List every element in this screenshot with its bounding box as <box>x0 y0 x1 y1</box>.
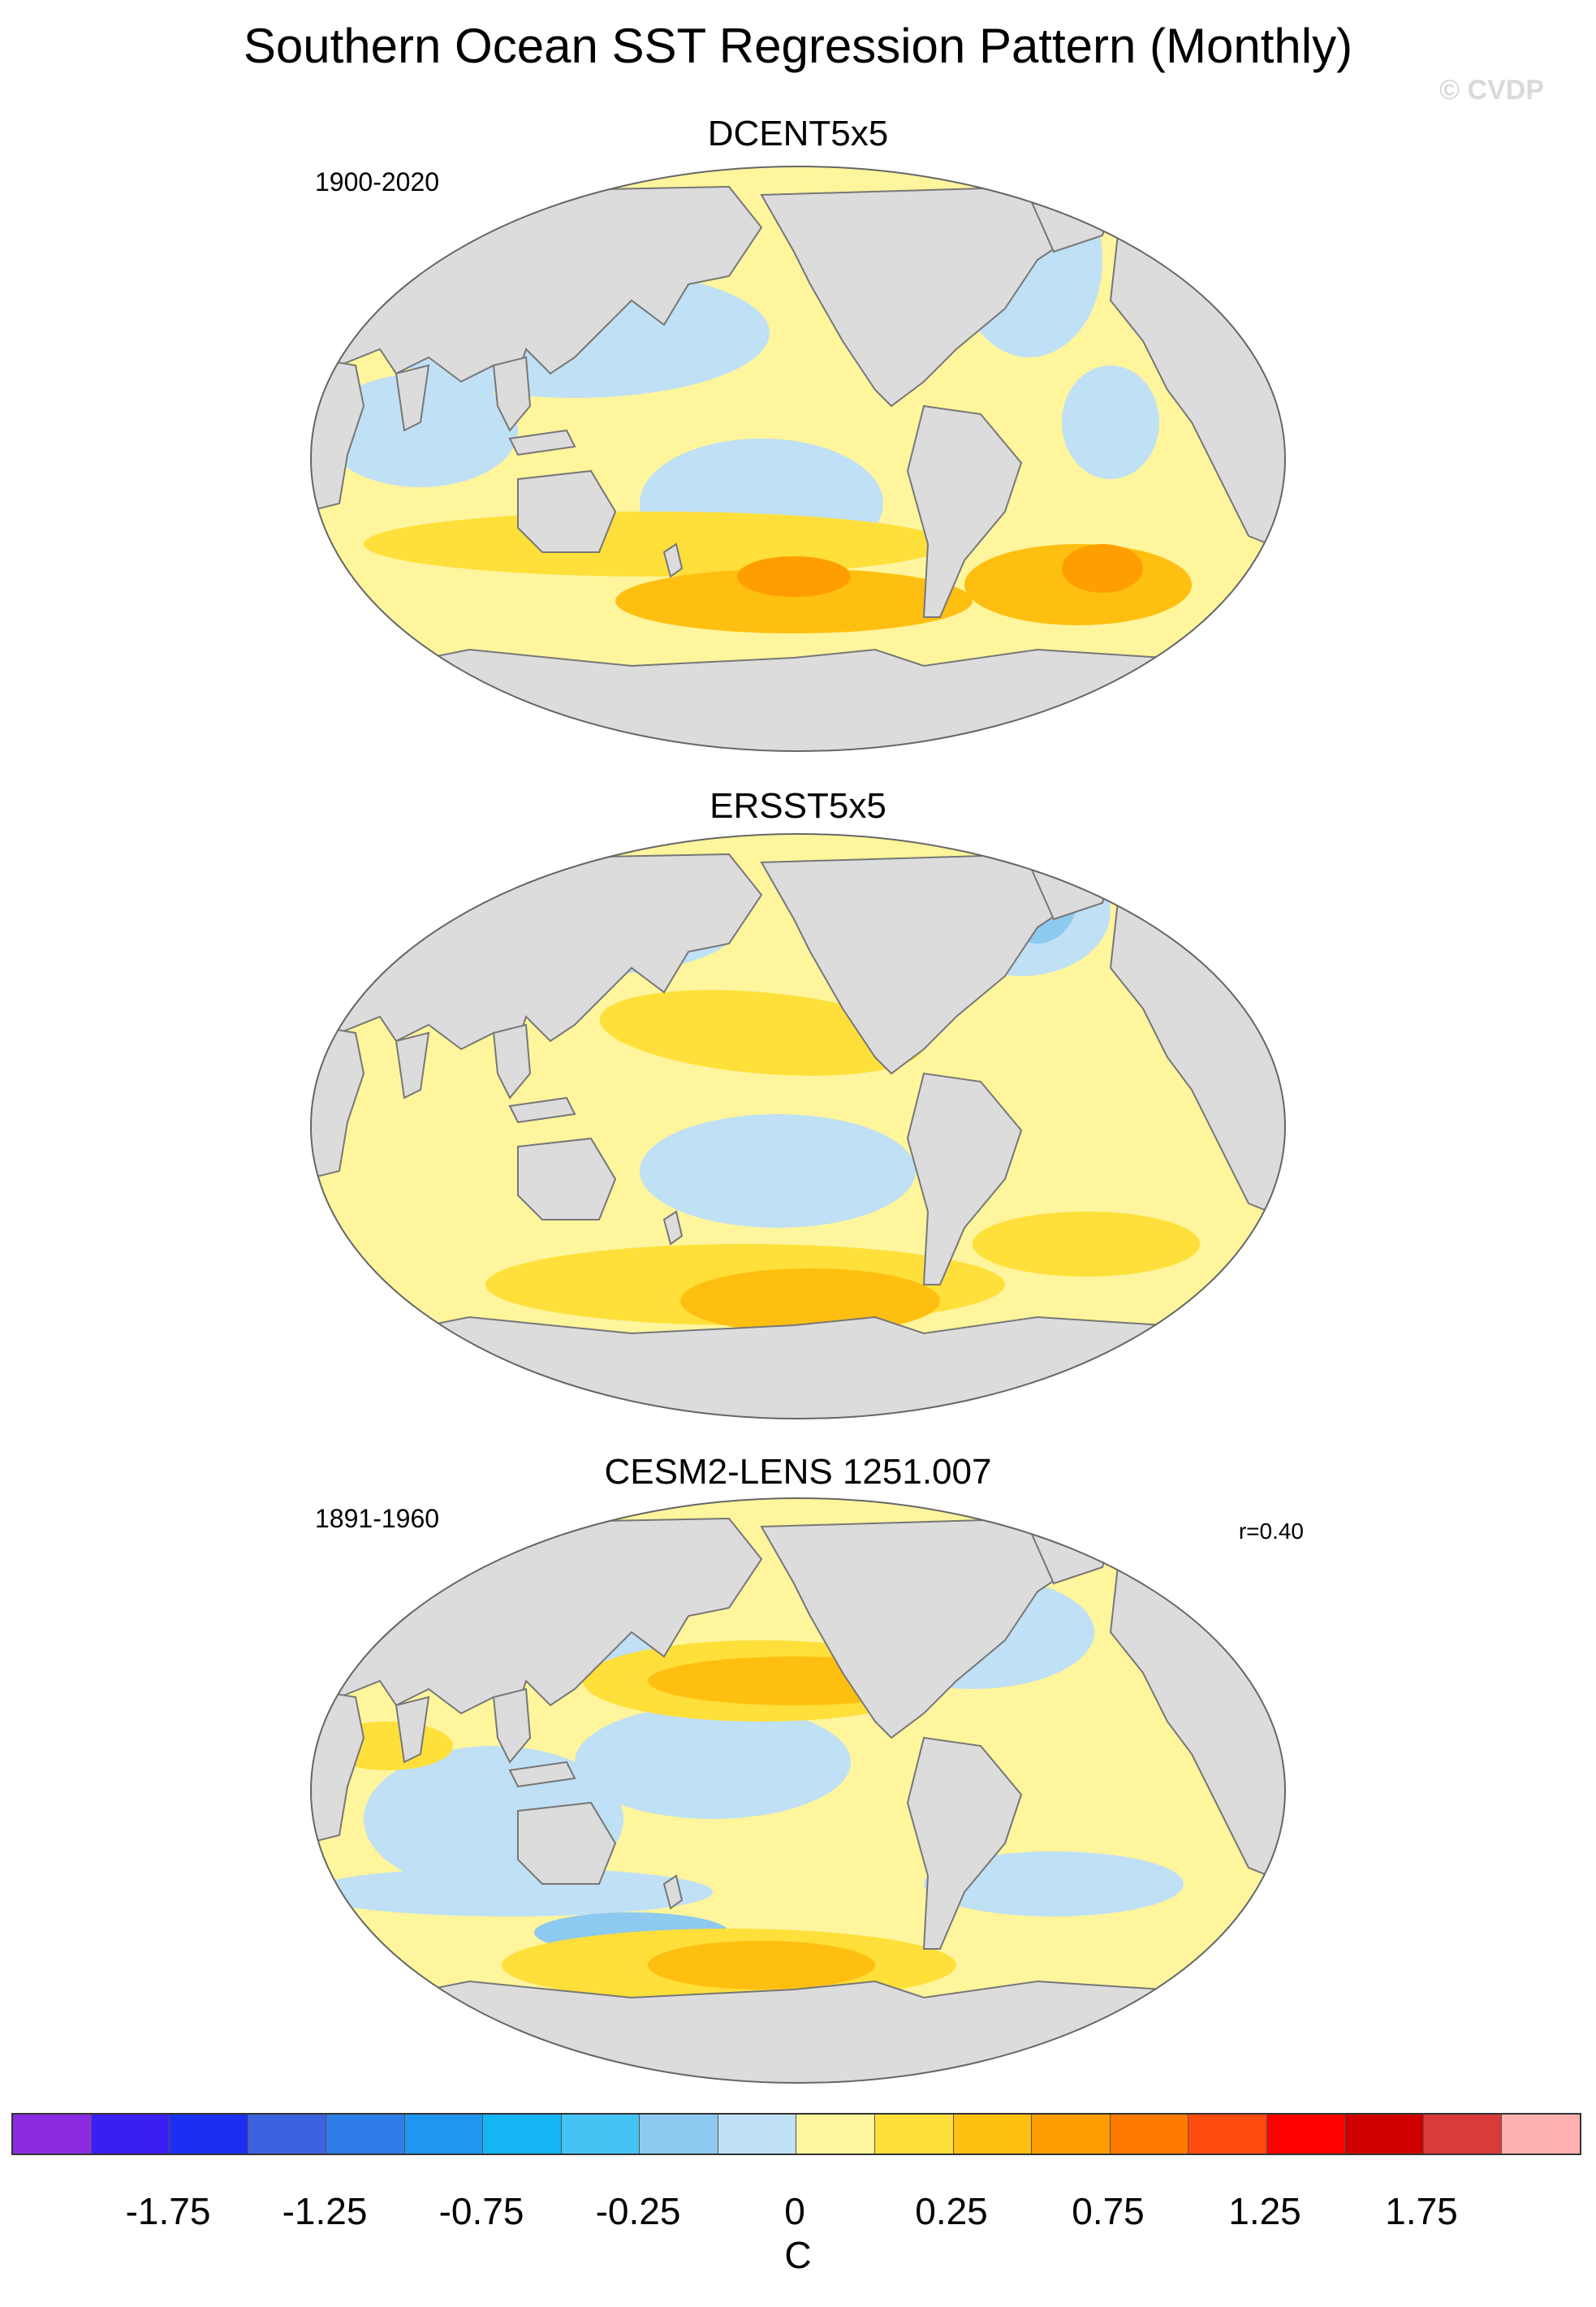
land-new-zealand <box>662 542 684 578</box>
colorbar-box <box>953 2115 1033 2154</box>
sst-anomaly-region <box>364 512 948 577</box>
land-new-zealand <box>662 1210 684 1246</box>
colorbar-box <box>718 2115 797 2154</box>
colorbar-box <box>1110 2115 1189 2154</box>
colorbar-tick-label: -0.25 <box>595 2190 681 2232</box>
panel-2-map <box>310 833 1286 1419</box>
sst-anomaly-region <box>311 1868 713 1916</box>
colorbar-box <box>640 2115 718 2154</box>
land-se-asia <box>492 1023 532 1099</box>
colorbar-box <box>1345 2115 1424 2154</box>
panel-3-map <box>310 1497 1286 2084</box>
land-indonesia <box>508 1096 576 1124</box>
land-australia <box>517 469 617 553</box>
land-south-america <box>906 404 1023 618</box>
colorbar-box <box>796 2115 876 2154</box>
panel-1-period: 1900-2020 <box>315 167 440 197</box>
map-border <box>310 166 1286 752</box>
colorbar-tick-label: 1.25 <box>1228 2190 1301 2232</box>
colorbar-box <box>13 2115 92 2154</box>
sst-anomaly-region <box>737 556 851 597</box>
map-border <box>310 833 1286 1419</box>
sst-anomaly-region <box>640 1114 916 1228</box>
land-india <box>395 1696 430 1764</box>
land-india <box>395 1031 430 1099</box>
colorbar-tick-label: -1.75 <box>125 2190 211 2232</box>
colorbar-box <box>1502 2115 1580 2154</box>
land-new-zealand <box>662 1874 684 1910</box>
land-se-asia <box>492 1687 532 1764</box>
map-border <box>310 1497 1286 2084</box>
sst-anomaly-region <box>323 374 518 487</box>
figure-title: Southern Ocean SST Regression Pattern (M… <box>243 19 1353 73</box>
colorbar-tick-label: -1.25 <box>282 2190 368 2232</box>
colorbar-tick-label: 0.25 <box>915 2190 988 2232</box>
colorbar-tick-label: 0.75 <box>1072 2190 1145 2232</box>
sst-anomaly-region <box>575 1705 851 1819</box>
sst-anomaly-region <box>648 1941 875 1989</box>
colorbar-box <box>561 2115 641 2154</box>
colorbar-box <box>1266 2115 1346 2154</box>
colorbar-box <box>326 2115 405 2154</box>
land-indonesia <box>508 1760 576 1788</box>
panel-1-title: DCENT5x5 <box>707 114 889 153</box>
colorbar-box <box>248 2115 327 2154</box>
colorbar-box <box>1032 2115 1111 2154</box>
colorbar-box <box>1423 2115 1503 2154</box>
colorbar-box <box>404 2115 484 2154</box>
colorbar-box <box>483 2115 562 2154</box>
colorbar-box <box>875 2115 954 2154</box>
panel-2-title: ERSST5x5 <box>710 786 886 826</box>
land-se-asia <box>492 356 532 432</box>
colorbar-tick-label: 1.75 <box>1385 2190 1458 2232</box>
panel-1-map <box>310 166 1286 752</box>
sst-anomaly-region <box>599 990 924 1076</box>
land-south-america <box>906 1072 1023 1285</box>
panel-3-title: CESM2-LENS 1251.007 <box>604 1452 992 1492</box>
colorbar <box>11 2113 1581 2155</box>
colorbar-box <box>170 2115 248 2154</box>
colorbar-tick-label: 0 <box>784 2190 805 2232</box>
colorbar-tick-labels: -1.75 -1.25 -0.75 -0.25 0 0.25 0.75 1.25 1.75 <box>0 2189 1596 2238</box>
land-australia <box>517 1801 617 1885</box>
sst-anomaly-region <box>924 1851 1184 1916</box>
land-indonesia <box>508 429 576 456</box>
sst-anomaly-region <box>615 568 973 633</box>
land-australia <box>517 1137 617 1220</box>
land-india <box>395 364 430 432</box>
colorbar-box <box>91 2115 170 2154</box>
sst-anomaly-region <box>1062 365 1159 479</box>
cvdp-watermark: © CVDP <box>1439 75 1544 106</box>
colorbar-tick-label: -0.75 <box>438 2190 524 2232</box>
panel-3-period: 1891-1960 <box>315 1504 440 1533</box>
colorbar-box <box>1188 2115 1267 2154</box>
sst-anomaly-region <box>1062 544 1143 593</box>
panel-3-correlation: r=0.40 <box>1238 1519 1304 1544</box>
colorbar-unit-label: C <box>784 2234 812 2276</box>
sst-anomaly-region <box>973 1212 1200 1277</box>
land-south-america <box>906 1736 1023 1950</box>
